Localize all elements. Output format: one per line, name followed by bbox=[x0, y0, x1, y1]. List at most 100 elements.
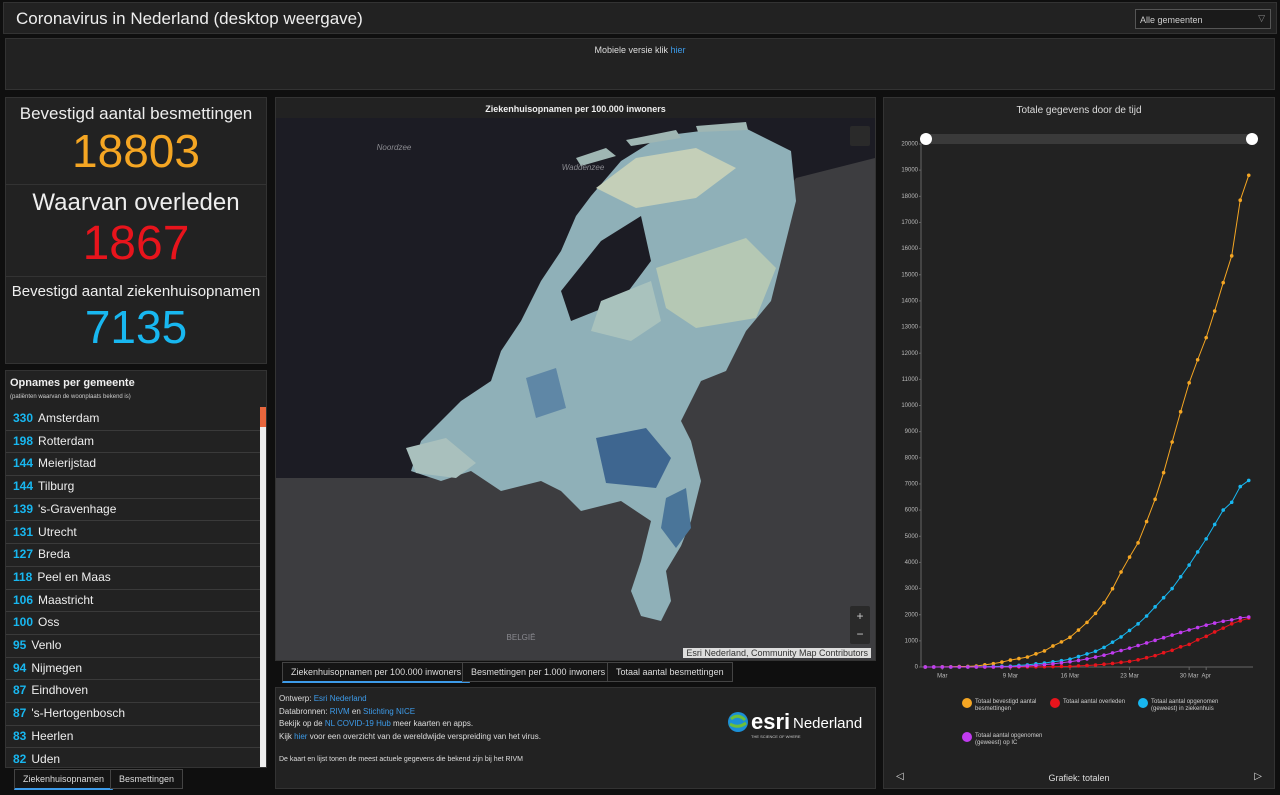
list-row[interactable]: 198 Rotterdam bbox=[6, 430, 260, 454]
prev-button[interactable]: ◁ bbox=[896, 771, 904, 782]
list-row[interactable]: 118 Peel en Maas bbox=[6, 566, 260, 590]
data-point[interactable] bbox=[1204, 537, 1208, 541]
data-point[interactable] bbox=[1119, 660, 1123, 665]
data-point[interactable] bbox=[1051, 662, 1055, 666]
data-point[interactable] bbox=[1195, 357, 1200, 362]
data-point[interactable] bbox=[1119, 570, 1123, 574]
data-point[interactable] bbox=[1076, 628, 1081, 632]
list-row[interactable]: 87 's-Hertogenbosch bbox=[6, 702, 260, 726]
data-point[interactable] bbox=[1025, 655, 1030, 659]
row-name[interactable]: Meierijstad bbox=[38, 456, 97, 471]
data-point[interactable] bbox=[1042, 649, 1047, 653]
time-slider[interactable] bbox=[921, 134, 1253, 144]
legend-swatch[interactable] bbox=[1138, 698, 1148, 708]
data-point[interactable] bbox=[991, 665, 996, 669]
data-point[interactable] bbox=[1221, 619, 1226, 624]
data-point[interactable] bbox=[1127, 659, 1132, 664]
legend-button[interactable] bbox=[850, 126, 870, 146]
data-point[interactable] bbox=[1187, 381, 1191, 385]
row-count[interactable]: 118 bbox=[13, 569, 33, 584]
data-point[interactable] bbox=[1102, 653, 1106, 658]
data-point[interactable] bbox=[1153, 497, 1157, 502]
scrollbar[interactable] bbox=[260, 407, 266, 767]
data-point[interactable] bbox=[1127, 555, 1132, 559]
list-row[interactable]: 106 Maastricht bbox=[6, 589, 260, 613]
data-point[interactable] bbox=[1229, 622, 1234, 626]
map-tab[interactable]: Besmettingen per 1.000 inwoners bbox=[462, 662, 615, 682]
data-point[interactable] bbox=[1144, 519, 1149, 524]
list-row[interactable]: 131 Utrecht bbox=[6, 521, 260, 545]
data-point[interactable] bbox=[1127, 646, 1132, 650]
row-count[interactable]: 82 bbox=[13, 751, 27, 766]
row-count[interactable]: 198 bbox=[13, 433, 34, 448]
data-point[interactable] bbox=[1110, 661, 1115, 666]
list-row[interactable]: 144 Tilburg bbox=[6, 475, 260, 499]
legend-swatch[interactable] bbox=[962, 698, 972, 708]
data-point[interactable] bbox=[1238, 616, 1243, 620]
data-point[interactable] bbox=[1110, 586, 1115, 591]
mobile-link[interactable]: hier bbox=[670, 45, 686, 55]
map-tab[interactable]: Totaal aantal besmettingen bbox=[607, 662, 733, 682]
data-point[interactable] bbox=[1085, 652, 1089, 656]
row-name[interactable]: 's-Gravenhage bbox=[38, 501, 117, 516]
data-point[interactable] bbox=[1017, 664, 1021, 669]
zoom-in[interactable]: + bbox=[856, 609, 863, 623]
data-point[interactable] bbox=[1221, 626, 1226, 630]
row-count[interactable]: 139 bbox=[13, 501, 34, 516]
data-point[interactable] bbox=[1000, 660, 1004, 664]
data-point[interactable] bbox=[974, 665, 979, 669]
row-name[interactable]: Eindhoven bbox=[31, 683, 89, 698]
data-point[interactable] bbox=[1246, 615, 1251, 619]
data-point[interactable] bbox=[1127, 628, 1132, 633]
next-button[interactable]: ▷ bbox=[1254, 771, 1262, 782]
data-point[interactable] bbox=[1136, 541, 1140, 545]
row-count[interactable]: 87 bbox=[13, 683, 27, 698]
data-point[interactable] bbox=[1229, 254, 1234, 258]
info-link[interactable]: hier bbox=[294, 731, 308, 741]
data-point[interactable] bbox=[1068, 659, 1072, 664]
data-point[interactable] bbox=[1229, 618, 1234, 622]
data-point[interactable] bbox=[1153, 638, 1157, 643]
row-count[interactable]: 106 bbox=[13, 592, 34, 607]
row-count[interactable]: 330 bbox=[13, 411, 34, 425]
data-point[interactable] bbox=[1093, 611, 1098, 616]
data-point[interactable] bbox=[1170, 586, 1174, 591]
data-point[interactable] bbox=[1178, 630, 1183, 635]
data-point[interactable] bbox=[1178, 645, 1183, 649]
list-row[interactable]: 83 Heerlen bbox=[6, 725, 260, 749]
data-point[interactable] bbox=[1178, 409, 1183, 414]
row-name[interactable]: Nijmegen bbox=[31, 660, 83, 675]
info-link[interactable]: Stichting NICE bbox=[363, 706, 416, 716]
data-point[interactable] bbox=[1229, 500, 1234, 505]
legend-label[interactable]: Totaal aantal opgenomen (geweest) in zie… bbox=[1151, 699, 1219, 712]
data-point[interactable] bbox=[1025, 664, 1030, 668]
data-point[interactable] bbox=[931, 665, 936, 669]
list-row[interactable]: 100 Oss bbox=[6, 611, 260, 635]
row-name[interactable]: Rotterdam bbox=[38, 433, 95, 448]
data-point[interactable] bbox=[1204, 623, 1208, 627]
data-point[interactable] bbox=[991, 661, 996, 666]
list-row[interactable]: 87 Eindhoven bbox=[6, 679, 260, 704]
legend-swatch[interactable] bbox=[1050, 698, 1060, 708]
zoom-control[interactable] bbox=[850, 606, 870, 644]
list-row[interactable]: 330 Amsterdam bbox=[6, 407, 260, 431]
row-name[interactable]: Amsterdam bbox=[38, 411, 100, 425]
data-point[interactable] bbox=[1008, 664, 1013, 669]
data-point[interactable] bbox=[1161, 635, 1166, 640]
data-point[interactable] bbox=[1204, 335, 1208, 340]
row-count[interactable]: 95 bbox=[13, 638, 27, 652]
list-tab[interactable]: Ziekenhuisopnamen bbox=[14, 769, 114, 790]
data-point[interactable] bbox=[1034, 663, 1038, 668]
map[interactable]: Noordzee Waddenzee BELGIË + − bbox=[276, 118, 875, 660]
data-point[interactable] bbox=[948, 665, 953, 669]
data-point[interactable] bbox=[1238, 198, 1243, 202]
map-tab[interactable]: Ziekenhuisopnamen per 100.000 inwoners bbox=[282, 662, 471, 683]
slider-handle[interactable] bbox=[920, 133, 932, 145]
data-point[interactable] bbox=[1093, 663, 1098, 667]
zoom-out[interactable]: − bbox=[856, 627, 863, 641]
data-point[interactable] bbox=[1195, 638, 1200, 642]
data-point[interactable] bbox=[1034, 652, 1038, 656]
data-point[interactable] bbox=[1085, 663, 1089, 668]
row-name[interactable]: Peel en Maas bbox=[37, 569, 111, 584]
data-point[interactable] bbox=[1068, 657, 1072, 661]
